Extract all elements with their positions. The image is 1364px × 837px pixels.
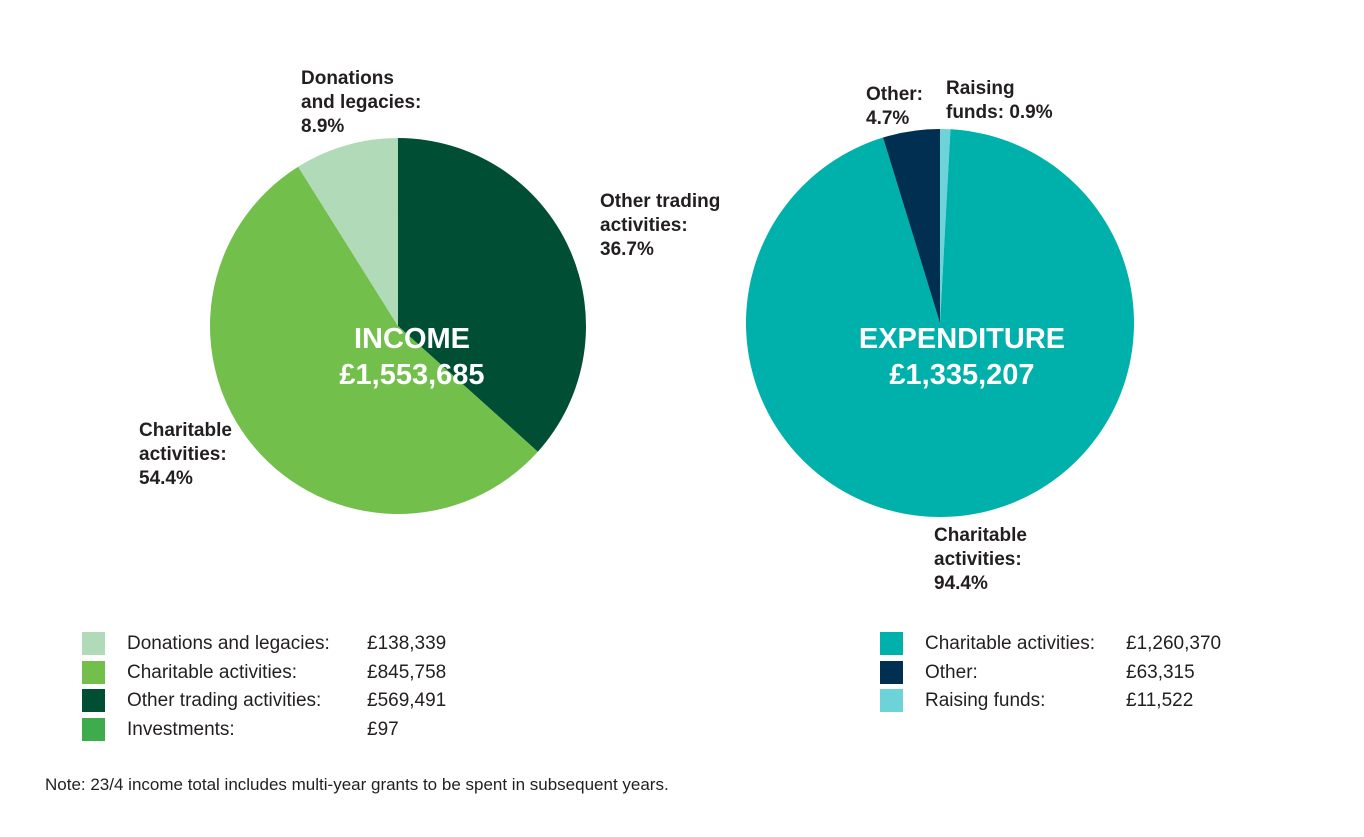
- income-slice-other-trading-activities: [398, 137, 587, 452]
- expenditure-slice-other: [883, 129, 940, 323]
- income-pie: Other trading activities: 36.7% Charitable a…: [139, 68, 720, 514]
- income-slice-donations-and-legacies: [298, 138, 398, 326]
- income-label-charitable-activities: Charitable activities: 54.4%: [139, 420, 232, 489]
- income-label-donations-and-legacies: Donations and legacies: 8.9%: [301, 68, 421, 137]
- legend-label: Donations and legacies:: [127, 633, 330, 655]
- legend-value: £1,260,370: [1126, 633, 1222, 655]
- income-center-title: INCOME: [354, 323, 470, 355]
- legend-value: £845,758: [367, 661, 447, 683]
- legend-item-charitable-activities: Charitable activities: £845,758: [82, 659, 502, 688]
- expenditure-center-total: £1,335,207: [889, 359, 1034, 391]
- legend-value: £138,339: [367, 633, 447, 655]
- legend-value: £97: [367, 718, 399, 740]
- expenditure-label-raising-funds: Raising funds: 0.9%: [946, 78, 1053, 123]
- legend-swatch: [82, 632, 105, 655]
- expenditure-center-title: EXPENDITURE: [859, 323, 1065, 355]
- legend-item-charitable-activities: Charitable activities: £1,260,370: [880, 630, 1300, 659]
- income-slice-charitable-activities: [210, 166, 538, 514]
- legend-swatch: [880, 632, 903, 655]
- expenditure-slice-raising-funds: [940, 129, 951, 323]
- legend-value: £63,315: [1126, 661, 1195, 683]
- expenditure-label-other: Other: 4.7%: [866, 84, 923, 129]
- legend-label: Charitable activities:: [127, 661, 298, 683]
- legend-swatch: [880, 660, 903, 684]
- legend-item-donations-and-legacies: Donations and legacies: £138,339: [82, 630, 502, 659]
- income-legend: Donations and legacies: £138,339 Charitabl…: [82, 630, 502, 744]
- legend-label: Investments:: [127, 718, 235, 740]
- legend-swatch: [82, 717, 105, 741]
- expenditure-label-charitable-activities: Charitable activities: 94.4%: [934, 525, 1027, 594]
- legend-item-other-trading-activities: Other trading activities: £569,491: [82, 687, 502, 716]
- legend-label: Raising funds:: [925, 690, 1046, 712]
- income-center-total: £1,553,685: [339, 359, 484, 391]
- income-label-other-trading-activities: Other trading activities: 36.7%: [600, 191, 720, 260]
- legend-swatch: [880, 689, 903, 712]
- legend-value: £569,491: [367, 690, 447, 712]
- footnote: Note: 23/4 income total includes multi-y…: [45, 775, 669, 794]
- legend-item-raising-funds: Raising funds: £11,522: [880, 687, 1300, 716]
- legend-label: Charitable activities:: [925, 633, 1096, 655]
- legend-swatch: [82, 689, 105, 712]
- expenditure-legend: Charitable activities: £1,260,370 Other: £6…: [880, 630, 1300, 716]
- expenditure-pie: Raising funds: 0.9% Charitable activities: 9…: [745, 78, 1134, 594]
- legend-item-other: Other: £63,315: [880, 659, 1300, 688]
- legend-value: £11,522: [1126, 690, 1194, 712]
- legend-swatch: [82, 660, 105, 684]
- legend-label: Other:: [925, 661, 978, 683]
- expenditure-slice-charitable-activities: [745, 129, 1134, 518]
- legend-item-investments: Investments: £97: [82, 716, 502, 745]
- legend-label: Other trading activities:: [127, 690, 322, 712]
